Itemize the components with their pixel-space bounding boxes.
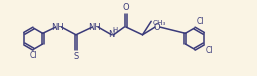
Text: S: S: [73, 52, 79, 61]
Text: N: N: [108, 30, 115, 39]
Text: H: H: [113, 27, 118, 33]
Text: Cl: Cl: [197, 17, 204, 26]
Text: NH: NH: [88, 23, 101, 32]
Text: Cl: Cl: [30, 51, 37, 60]
Text: CH₃: CH₃: [152, 20, 166, 26]
Text: Cl: Cl: [206, 46, 213, 55]
Text: O: O: [154, 23, 160, 32]
Text: O: O: [123, 3, 130, 12]
Text: NH: NH: [51, 23, 64, 32]
